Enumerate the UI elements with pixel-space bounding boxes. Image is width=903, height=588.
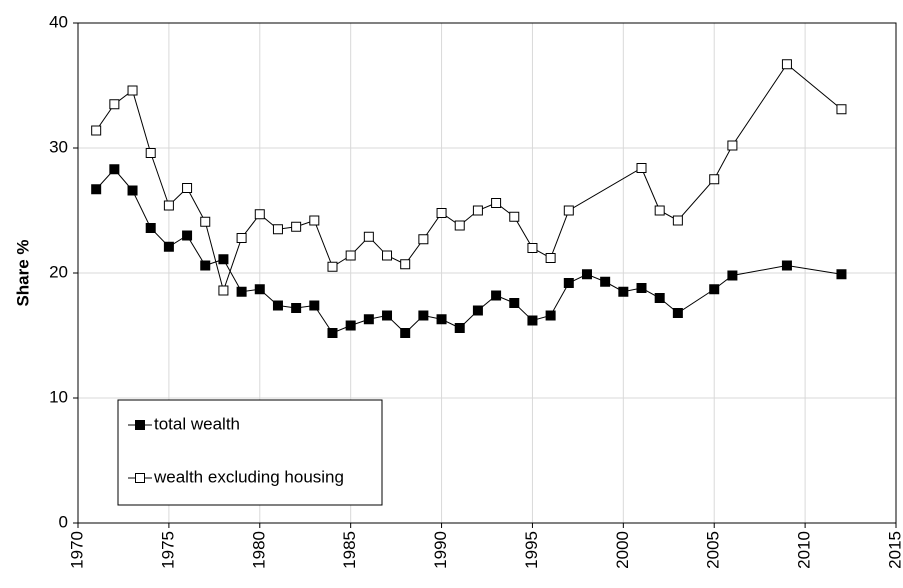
data-point xyxy=(127,85,138,96)
data-point xyxy=(200,260,211,271)
y-tick-label: 0 xyxy=(59,512,68,531)
series-line xyxy=(95,168,842,334)
data-point xyxy=(436,314,447,325)
data-point xyxy=(472,205,483,216)
data-point xyxy=(163,200,174,211)
x-tick-label: 1990 xyxy=(431,531,450,569)
data-point xyxy=(509,211,520,222)
data-point xyxy=(200,216,211,227)
data-point xyxy=(709,284,720,295)
data-point xyxy=(91,184,102,195)
legend-box xyxy=(117,399,383,506)
legend-label: wealth excluding housing xyxy=(153,467,344,486)
y-tick-label: 40 xyxy=(49,12,68,31)
data-point xyxy=(236,286,247,297)
data-point xyxy=(400,259,411,270)
data-point xyxy=(345,320,356,331)
data-point xyxy=(491,198,502,208)
data-point xyxy=(109,99,120,110)
data-point xyxy=(327,261,338,272)
data-point xyxy=(654,205,665,216)
data-point xyxy=(363,314,374,325)
data-point xyxy=(400,328,411,338)
data-point xyxy=(436,208,447,218)
data-point xyxy=(563,278,574,288)
data-point xyxy=(618,286,629,297)
data-point xyxy=(654,293,665,303)
data-point xyxy=(382,310,393,321)
data-point xyxy=(545,310,556,321)
data-point xyxy=(581,269,592,280)
data-point xyxy=(527,315,538,326)
x-tick-label: 2005 xyxy=(704,531,723,569)
data-point xyxy=(563,205,574,216)
data-point xyxy=(454,220,465,231)
data-point xyxy=(836,269,847,280)
data-point xyxy=(163,241,174,252)
plot-frame xyxy=(77,22,897,524)
legend-marker xyxy=(135,473,145,483)
data-point xyxy=(472,305,483,316)
x-tick-label: 1995 xyxy=(522,531,541,569)
data-point xyxy=(345,250,356,261)
series-line xyxy=(95,63,842,293)
data-point xyxy=(363,231,374,242)
x-tick-label: 1985 xyxy=(340,531,359,569)
data-point xyxy=(709,174,720,185)
data-point xyxy=(509,298,520,308)
data-point xyxy=(127,185,138,196)
data-point xyxy=(418,234,429,245)
data-point xyxy=(545,253,556,263)
data-point xyxy=(182,230,193,241)
y-tick-label: 20 xyxy=(49,262,68,281)
data-point xyxy=(781,59,792,70)
data-point xyxy=(182,183,193,193)
data-point xyxy=(236,233,247,243)
data-point xyxy=(727,140,738,151)
data-point xyxy=(218,285,229,296)
x-tick-label: 2000 xyxy=(613,531,632,569)
data-point xyxy=(781,260,792,271)
data-point xyxy=(454,323,465,333)
y-tick-label: 10 xyxy=(49,387,68,406)
data-point xyxy=(527,243,538,253)
data-point xyxy=(636,283,647,293)
data-point xyxy=(291,221,302,232)
data-point xyxy=(672,215,683,226)
data-point xyxy=(491,290,502,301)
data-point xyxy=(272,224,283,235)
data-point xyxy=(382,250,393,261)
data-point xyxy=(91,125,102,136)
data-point xyxy=(309,300,320,311)
x-tick-label: 2015 xyxy=(885,531,903,569)
x-tick-label: 1975 xyxy=(158,531,177,569)
y-axis-label: Share % xyxy=(13,239,32,306)
data-point xyxy=(254,284,265,295)
data-point xyxy=(272,300,283,311)
data-point xyxy=(218,254,229,265)
data-point xyxy=(727,270,738,281)
data-point xyxy=(254,209,265,220)
data-point xyxy=(636,163,647,173)
legend-marker xyxy=(135,420,145,430)
x-tick-label: 1970 xyxy=(67,531,86,569)
data-point xyxy=(836,104,847,115)
x-tick-label: 1980 xyxy=(249,531,268,569)
data-point xyxy=(309,215,320,226)
data-point xyxy=(291,303,302,313)
data-point xyxy=(672,308,683,318)
y-tick-label: 30 xyxy=(49,137,68,156)
data-point xyxy=(600,276,611,287)
legend-label: total wealth xyxy=(154,414,240,433)
data-point xyxy=(109,164,120,175)
data-point xyxy=(145,223,156,233)
x-tick-label: 2010 xyxy=(795,531,814,569)
data-point xyxy=(145,148,156,158)
data-point xyxy=(327,328,338,338)
data-point xyxy=(418,310,429,321)
